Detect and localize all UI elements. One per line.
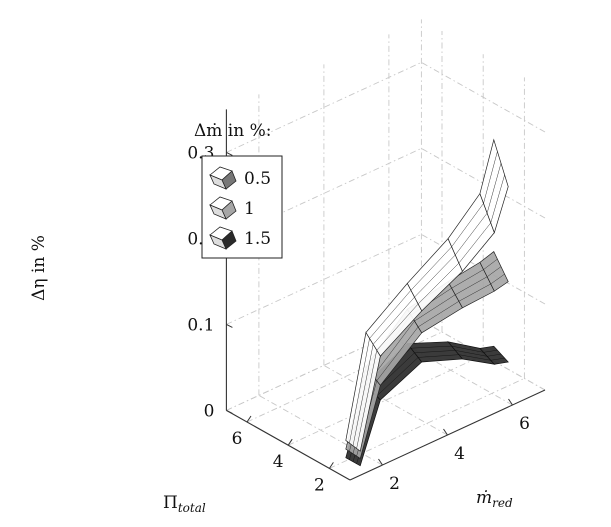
mesh-line bbox=[410, 246, 452, 291]
y-axis-title: ṁred bbox=[476, 488, 513, 510]
mesh-line bbox=[451, 203, 484, 247]
mesh-line bbox=[483, 258, 498, 270]
legend-swatch bbox=[209, 196, 237, 220]
y-tick-label: 4 bbox=[454, 444, 465, 464]
legend-entries: 0.5 1 1.5 bbox=[209, 166, 271, 250]
mesh-line bbox=[349, 338, 370, 444]
mesh-line bbox=[487, 353, 502, 357]
mesh-line bbox=[418, 354, 459, 358]
surface-patch bbox=[479, 251, 509, 292]
y-tick-label: 2 bbox=[389, 474, 400, 494]
legend-label: 1 bbox=[244, 199, 255, 219]
mesh-line bbox=[490, 174, 505, 223]
x-tick bbox=[246, 415, 252, 423]
mesh-line bbox=[483, 151, 498, 204]
mesh-line bbox=[458, 283, 491, 302]
surfaces bbox=[345, 138, 509, 467]
x-tick bbox=[328, 462, 334, 469]
surface-patch bbox=[479, 138, 509, 234]
mesh-line bbox=[486, 163, 502, 214]
z-tick bbox=[226, 151, 233, 156]
mesh-line bbox=[490, 357, 505, 361]
x-tick-label: 6 bbox=[232, 429, 243, 449]
gridline-pi-floor bbox=[329, 377, 525, 469]
z-axis-title: Δη in % bbox=[29, 235, 49, 301]
y-tick bbox=[378, 458, 383, 466]
mesh-line bbox=[458, 354, 491, 361]
z-tick bbox=[226, 409, 233, 414]
mesh-line bbox=[458, 222, 491, 264]
y-tick-label: 6 bbox=[519, 414, 530, 434]
z-tick-label: 0 bbox=[204, 401, 215, 421]
mesh-line bbox=[376, 357, 419, 397]
gridline-m-floor bbox=[323, 365, 448, 436]
mesh-line bbox=[414, 254, 456, 298]
mesh-line bbox=[418, 301, 460, 328]
mesh-line bbox=[369, 290, 412, 339]
mesh-line bbox=[372, 320, 415, 377]
mesh-line bbox=[410, 345, 452, 349]
legend-label: 0.5 bbox=[244, 169, 271, 189]
mesh-line bbox=[490, 273, 505, 285]
legend-swatch bbox=[209, 166, 237, 190]
gridline-pi-floor bbox=[288, 354, 484, 446]
legend-swatch bbox=[209, 226, 237, 250]
mesh-line bbox=[487, 266, 502, 277]
mesh-line bbox=[414, 350, 456, 354]
mesh-line bbox=[376, 303, 419, 351]
mesh-line bbox=[414, 294, 456, 322]
x-tick-label: 2 bbox=[314, 475, 325, 495]
mesh-line bbox=[451, 269, 484, 289]
surface-0.5 bbox=[345, 138, 509, 452]
mesh-line bbox=[356, 350, 377, 449]
mesh-line bbox=[455, 350, 488, 357]
y-tick bbox=[443, 428, 448, 436]
legend-swatch-front bbox=[209, 204, 227, 220]
legend-swatch-front bbox=[209, 174, 227, 190]
x-tick-label: 4 bbox=[273, 452, 284, 472]
legend-label: 1.5 bbox=[244, 229, 271, 249]
mesh-line bbox=[417, 262, 460, 305]
mesh-line bbox=[455, 212, 488, 256]
mesh-line bbox=[352, 344, 374, 446]
legend-swatch-front bbox=[209, 234, 227, 250]
legend-title: Δṁ in %: bbox=[194, 121, 271, 141]
x-axis-title: Πtotal bbox=[163, 493, 206, 515]
mesh-line bbox=[372, 296, 415, 345]
mesh-line bbox=[451, 345, 484, 353]
z-tick-label: 0.1 bbox=[187, 315, 214, 335]
x-tick bbox=[287, 438, 293, 446]
y-tick bbox=[508, 398, 513, 406]
z-tick bbox=[226, 323, 233, 328]
mesh-line bbox=[376, 326, 419, 381]
mesh-line bbox=[455, 276, 488, 295]
mesh-line bbox=[483, 349, 498, 353]
